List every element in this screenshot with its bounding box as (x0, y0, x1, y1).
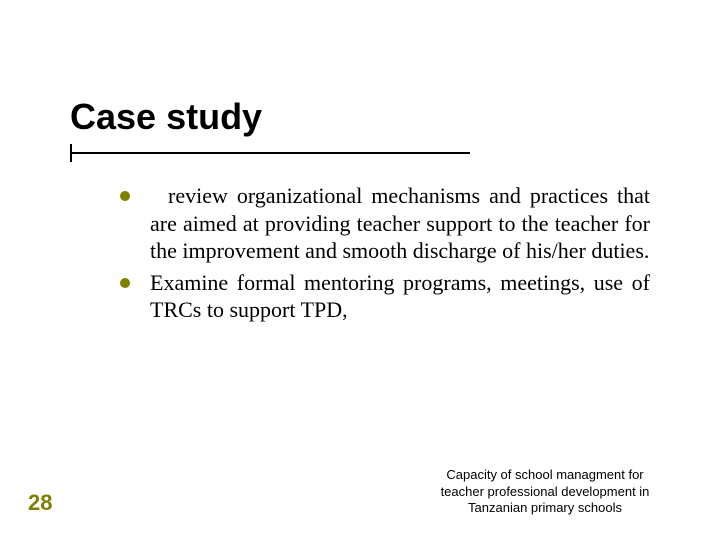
bullet-icon (120, 278, 130, 288)
bullet-list: review organizational mechanisms and pra… (120, 182, 650, 328)
title-underline (70, 146, 650, 164)
bullet-text: review organizational mechanisms and pra… (150, 182, 650, 265)
title-block: Case study (70, 96, 650, 164)
slide-title: Case study (70, 96, 650, 146)
page-number: 28 (28, 490, 52, 516)
underline-bar (70, 152, 470, 154)
list-item: Examine formal mentoring programs, meeti… (120, 269, 650, 324)
footer-text: Capacity of school managment for teacher… (430, 467, 660, 516)
slide: Case study review organizational mechani… (0, 0, 720, 540)
bullet-text: Examine formal mentoring programs, meeti… (150, 269, 650, 324)
bullet-icon (120, 191, 130, 201)
list-item: review organizational mechanisms and pra… (120, 182, 650, 265)
